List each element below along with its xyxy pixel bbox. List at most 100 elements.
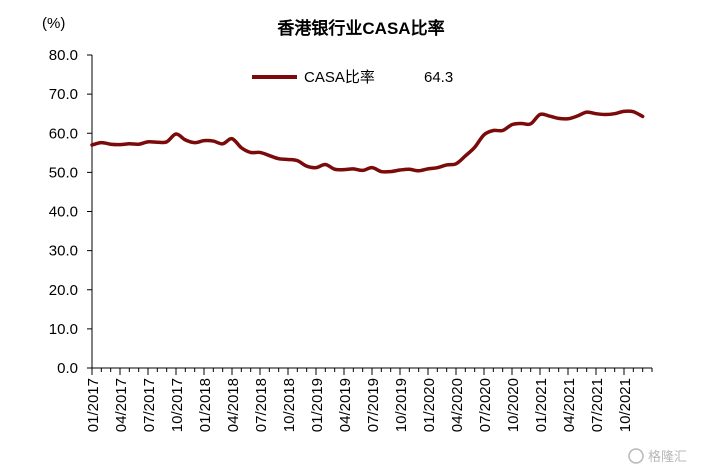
x-tick-label: 01/2019 [309, 378, 326, 432]
data-point [184, 139, 187, 141]
data-point [595, 112, 597, 115]
y-tick-label: 50.0 [49, 164, 78, 181]
data-point [156, 141, 159, 144]
data-point [520, 122, 523, 125]
legend: CASA比率 64.3 [252, 69, 453, 86]
data-point [240, 146, 243, 149]
data-point [604, 113, 607, 116]
data-point [259, 151, 261, 154]
data-point [389, 170, 392, 173]
x-tick-label: 10/2020 [505, 378, 522, 432]
data-point [529, 123, 532, 125]
data-point [147, 141, 149, 143]
data-point [315, 166, 317, 169]
data-point [287, 158, 289, 161]
data-point [268, 154, 271, 157]
x-tick-label: 07/2020 [477, 378, 494, 432]
y-tick-label: 0.0 [57, 360, 78, 377]
data-point [100, 141, 103, 144]
series-layer [90, 109, 645, 174]
data-point [557, 117, 560, 120]
x-tick-label: 10/2019 [393, 378, 410, 432]
data-point [203, 139, 205, 142]
data-point [399, 169, 401, 171]
data-point [436, 166, 439, 169]
data-point [417, 170, 420, 172]
x-tick-label: 04/2017 [113, 378, 130, 432]
x-tick-label: 07/2018 [253, 378, 270, 432]
data-point [585, 111, 588, 113]
watermark-text: 格隆汇 [648, 449, 687, 464]
watermark-logo-icon [628, 448, 644, 464]
data-point [511, 123, 513, 126]
data-point [539, 113, 541, 116]
data-point [427, 168, 429, 170]
x-tick-label: 10/2017 [169, 378, 186, 432]
y-tick-label: 10.0 [49, 321, 78, 338]
data-point [492, 129, 495, 132]
data-point [380, 170, 383, 173]
data-point [109, 143, 112, 146]
data-point [137, 143, 140, 146]
data-point [343, 168, 345, 171]
data-point [333, 168, 336, 171]
data-point [165, 141, 168, 143]
x-tick-label: 10/2018 [281, 378, 298, 432]
data-point [175, 133, 177, 135]
data-point [576, 115, 579, 117]
y-tick-label: 70.0 [49, 86, 78, 103]
legend-series-name: CASA比率 [304, 69, 375, 86]
x-tick-label: 04/2018 [225, 378, 242, 432]
x-tick-label: 01/2020 [421, 378, 438, 432]
chart-title: 香港银行业CASA比率 [277, 18, 444, 38]
x-tick-label: 07/2017 [141, 378, 158, 432]
series-line-casa-ratio [90, 109, 645, 174]
data-point [567, 117, 569, 120]
data-point [445, 164, 448, 166]
data-point [473, 146, 476, 149]
data-point [371, 166, 373, 169]
x-tick-label: 10/2021 [617, 378, 634, 432]
data-point [352, 168, 355, 170]
data-point [548, 115, 551, 117]
y-tick-label: 40.0 [49, 204, 78, 221]
x-tick-label: 04/2020 [449, 378, 466, 432]
x-tick-label: 01/2017 [85, 378, 102, 432]
data-point [408, 168, 411, 171]
data-point [632, 110, 635, 113]
data-point [277, 157, 280, 160]
data-point [212, 140, 215, 142]
x-axis: 01/2017 04/2017 07/2017 10/2017 01/2018 04/20… [85, 367, 653, 432]
data-point [501, 129, 504, 132]
watermark: 格隆汇 [628, 448, 687, 464]
data-point [193, 141, 196, 144]
data-point [623, 110, 625, 113]
x-tick-label: 04/2021 [561, 378, 578, 432]
data-point [613, 112, 616, 115]
data-point [221, 143, 224, 145]
data-point [324, 163, 327, 166]
x-tick-label: 07/2021 [589, 378, 606, 432]
y-axis: 0.0 10.0 20.0 30.0 40.0 50.0 60.0 70.0 80.0 [49, 47, 93, 377]
legend-latest-value: 64.3 [424, 69, 453, 86]
data-point [249, 151, 252, 154]
data-point [464, 155, 467, 157]
data-point [296, 159, 299, 162]
data-point [119, 143, 121, 146]
x-tick-label: 04/2019 [337, 378, 354, 432]
x-tick-label: 01/2018 [197, 378, 214, 432]
y-tick-label: 60.0 [49, 125, 78, 142]
y-axis-label: (%) [42, 15, 65, 32]
data-point [231, 137, 233, 140]
data-point [483, 134, 485, 136]
data-point [641, 115, 644, 118]
data-point [361, 169, 364, 172]
data-point [455, 162, 457, 165]
x-tick-label: 07/2019 [365, 378, 382, 432]
data-point [91, 144, 93, 146]
x-tick-label: 01/2021 [533, 378, 550, 432]
data-point [128, 143, 131, 145]
data-point [305, 165, 308, 167]
y-tick-label: 30.0 [49, 243, 78, 260]
